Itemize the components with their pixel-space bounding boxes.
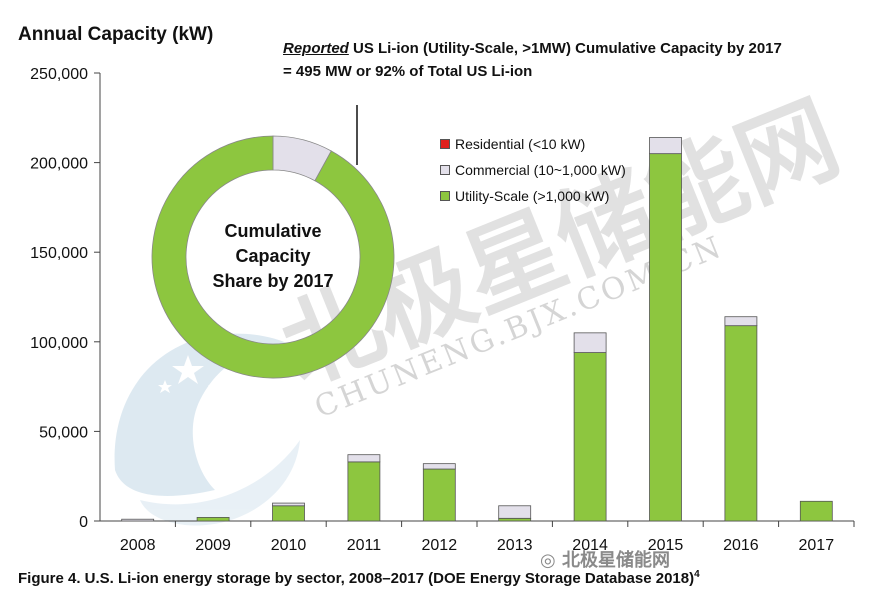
donut-slice-utility [151,135,395,379]
corner-watermark-text: 北极星储能网 [561,550,670,571]
caption-text: Figure 4. U.S. Li-ion energy storage by … [18,570,695,587]
reported-emphasis: Reported [283,40,349,57]
x-tick-label: 2014 [572,537,608,554]
bar-segment-utility [573,352,607,522]
bar-segment-commercial [649,137,682,155]
x-tick-label: 2015 [648,537,684,554]
watermark-logo [114,333,301,526]
bar-segment-utility [498,517,532,522]
legend-item-residential: Residential (<10 kW) [440,136,585,152]
legend-swatch-utility [440,191,450,201]
x-tick-label: 2017 [799,537,835,554]
bars [121,137,833,522]
bar-segment-commercial [272,502,305,507]
cumulative-note-text: US Li-ion (Utility-Scale, >1MW) Cumulati… [348,40,782,57]
bar-segment-utility [347,461,381,522]
bar-segment-utility [724,325,758,522]
y-tick-label: 100,000 [30,335,88,352]
bar-segment-utility [422,468,456,522]
legend-swatch-commercial [440,165,450,175]
y-tick-label: 50,000 [39,424,88,441]
y-tick-label: 150,000 [30,245,88,262]
figure-caption: Figure 4. U.S. Li-ion energy storage by … [18,569,700,587]
y-tick-label: 200,000 [30,156,88,173]
bar-segment-commercial [422,463,456,470]
cumulative-note-line2: = 495 MW or 92% of Total US Li-ion [283,63,533,80]
legend-label-utility: Utility-Scale (>1,000 kW) [455,188,610,204]
bar-segment-commercial [573,332,607,353]
bar-segment-commercial [121,518,155,522]
bar-segment-commercial [347,454,381,463]
corner-watermark: ◎ 北极星储能网 [540,550,670,571]
x-tick-label: 2010 [271,537,307,554]
donut-chart [151,135,395,379]
legend-label-residential: Residential (<10 kW) [455,136,586,152]
legend-swatch-residential [440,139,450,149]
bar-segment-commercial [724,316,758,327]
legend-label-commercial: Commercial (10~1,000 kW) [455,162,626,178]
donut-label-line3: Share by 2017 [212,271,334,291]
donut-center-label: Cumulative Capacity Share by 2017 [188,219,358,294]
bar-segment-utility [649,153,682,522]
y-axis-title: Annual Capacity (kW) [18,24,214,45]
y-tick-label: 250,000 [30,66,88,83]
donut-label-line2: Capacity [235,246,311,266]
x-tick-label: 2013 [497,537,533,554]
x-tick-label: 2009 [195,537,231,554]
bar-segment-utility [799,500,833,522]
legend-item-utility: Utility-Scale (>1,000 kW) [440,188,609,204]
bar-segment-utility [272,505,305,522]
x-tick-label: 2012 [422,537,458,554]
caption-footnote-ref: 4 [694,569,700,580]
x-tick-label: 2011 [347,537,382,554]
donut-label-line1: Cumulative [224,221,322,241]
bar-segment-commercial [498,505,532,519]
cumulative-note-line1: Reported US Li-ion (Utility-Scale, >1MW)… [283,40,782,57]
x-tick-label: 2016 [723,537,759,554]
legend-item-commercial: Commercial (10~1,000 kW) [440,162,626,178]
bar-segment-utility [196,517,230,522]
axes: 0 50,000 100,000 150,000 200,000 250,000 2008 2… [30,66,855,554]
y-tick-label: 0 [79,514,88,531]
x-tick-label: 2008 [120,537,156,554]
